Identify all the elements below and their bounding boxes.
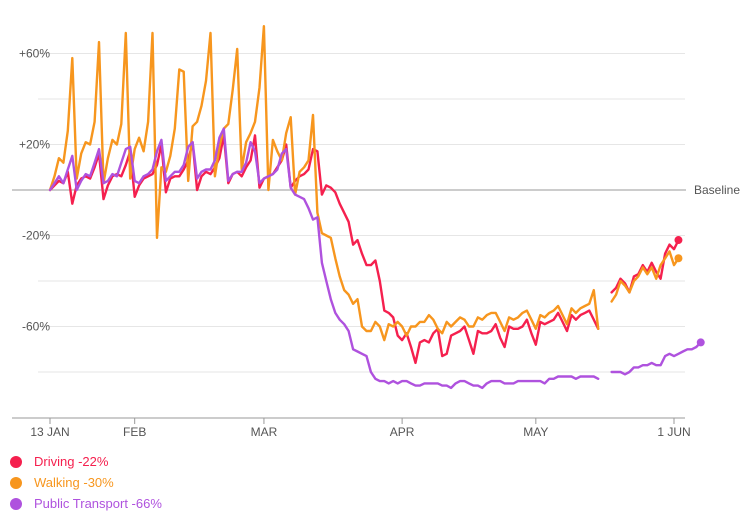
driving-line-segment: [48, 134, 600, 365]
walking-legend-label: Walking -30%: [34, 475, 114, 490]
legend-item-walking: Walking -30%: [10, 472, 162, 493]
series-end-dots: [674, 236, 705, 347]
driving-legend-dot: [10, 455, 22, 468]
walking-legend-dot: [10, 476, 22, 489]
x-axis-ticks: [49, 418, 675, 424]
x-tick-label: MAR: [251, 425, 278, 439]
x-tick-label: APR: [390, 425, 415, 439]
walking-end-dot: [674, 254, 683, 263]
public-transport-legend-dot: [10, 497, 22, 510]
y-tick-label: -60%: [22, 320, 50, 334]
mobility-trends-chart: +60% +20% -20% -60% Baseline 13 JAN FEB MAR AP…: [12, 25, 740, 439]
x-tick-label: 1 JUN: [657, 425, 690, 439]
legend: Driving -22% Walking -30% Public Transpo…: [10, 451, 162, 514]
x-axis-labels: 13 JAN FEB MAR APR MAY 1 JUN: [30, 425, 690, 439]
y-tick-label: +60%: [19, 47, 50, 61]
public-transport-end-dot: [696, 338, 705, 347]
series-lines: [48, 25, 702, 390]
public-transport-line-segment: [48, 127, 600, 390]
public-transport-legend-label: Public Transport -66%: [34, 496, 162, 511]
public-transport-line-segment: [610, 341, 702, 376]
y-tick-label: +20%: [19, 138, 50, 152]
legend-item-public-transport: Public Transport -66%: [10, 493, 162, 514]
x-tick-label: MAY: [523, 425, 548, 439]
walking-line-segment: [48, 25, 600, 342]
x-tick-label: FEB: [123, 425, 146, 439]
walking-line-segment: [610, 250, 680, 303]
driving-end-dot: [674, 236, 683, 245]
driving-line-segment: [610, 238, 680, 294]
driving-legend-label: Driving -22%: [34, 454, 109, 469]
legend-item-driving: Driving -22%: [10, 451, 162, 472]
baseline-label: Baseline: [694, 183, 740, 197]
y-tick-label: -20%: [22, 229, 50, 243]
x-tick-label: 13 JAN: [30, 425, 69, 439]
y-axis-labels: +60% +20% -20% -60%: [19, 47, 50, 334]
